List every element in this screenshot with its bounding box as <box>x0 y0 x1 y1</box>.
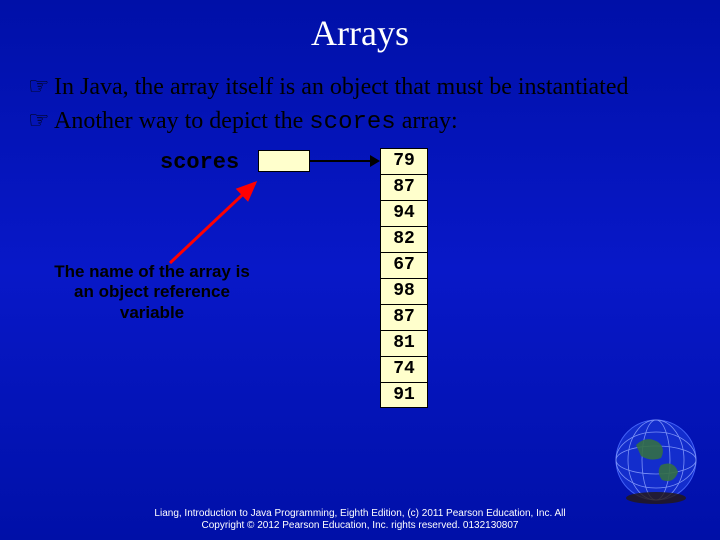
bullet-2-code: scores <box>309 109 395 136</box>
globe-icon <box>606 410 706 510</box>
array-cell: 94 <box>380 200 428 226</box>
scores-label: scores <box>160 150 239 175</box>
footer-line-1: Liang, Introduction to Java Programming,… <box>30 508 690 520</box>
bullet-2: ☞Another way to depict the scores array: <box>28 106 700 138</box>
slide-title: Arrays <box>0 0 720 54</box>
array-cell: 79 <box>380 148 428 174</box>
bullet-list: ☞In Java, the array itself is an object … <box>28 72 700 138</box>
array-cell: 87 <box>380 174 428 200</box>
hand-icon: ☞ <box>28 72 54 102</box>
pointer-arrow-head <box>370 155 380 167</box>
array-cell: 98 <box>380 278 428 304</box>
pointer-arrow-line <box>310 160 374 162</box>
bullet-1: ☞In Java, the array itself is an object … <box>28 72 700 102</box>
array-cell: 74 <box>380 356 428 382</box>
footer-line-2: Copyright © 2012 Pearson Education, Inc.… <box>30 520 690 532</box>
array-cell: 81 <box>380 330 428 356</box>
array-cell: 87 <box>380 304 428 330</box>
red-arrow-icon <box>165 178 265 268</box>
diagram-caption: The name of the array is an object refer… <box>42 262 262 323</box>
array-cell: 67 <box>380 252 428 278</box>
hand-icon: ☞ <box>28 106 54 136</box>
bullet-2-pre: Another way to depict the <box>54 108 309 134</box>
array-cell: 82 <box>380 226 428 252</box>
footer: Liang, Introduction to Java Programming,… <box>0 508 720 532</box>
array-column: 79 87 94 82 67 98 87 81 74 91 <box>380 148 428 408</box>
reference-box <box>258 150 310 172</box>
array-cell: 91 <box>380 382 428 408</box>
bullet-2-post: array: <box>396 108 458 134</box>
bullet-1-text: In Java, the array itself is an object t… <box>54 74 629 100</box>
